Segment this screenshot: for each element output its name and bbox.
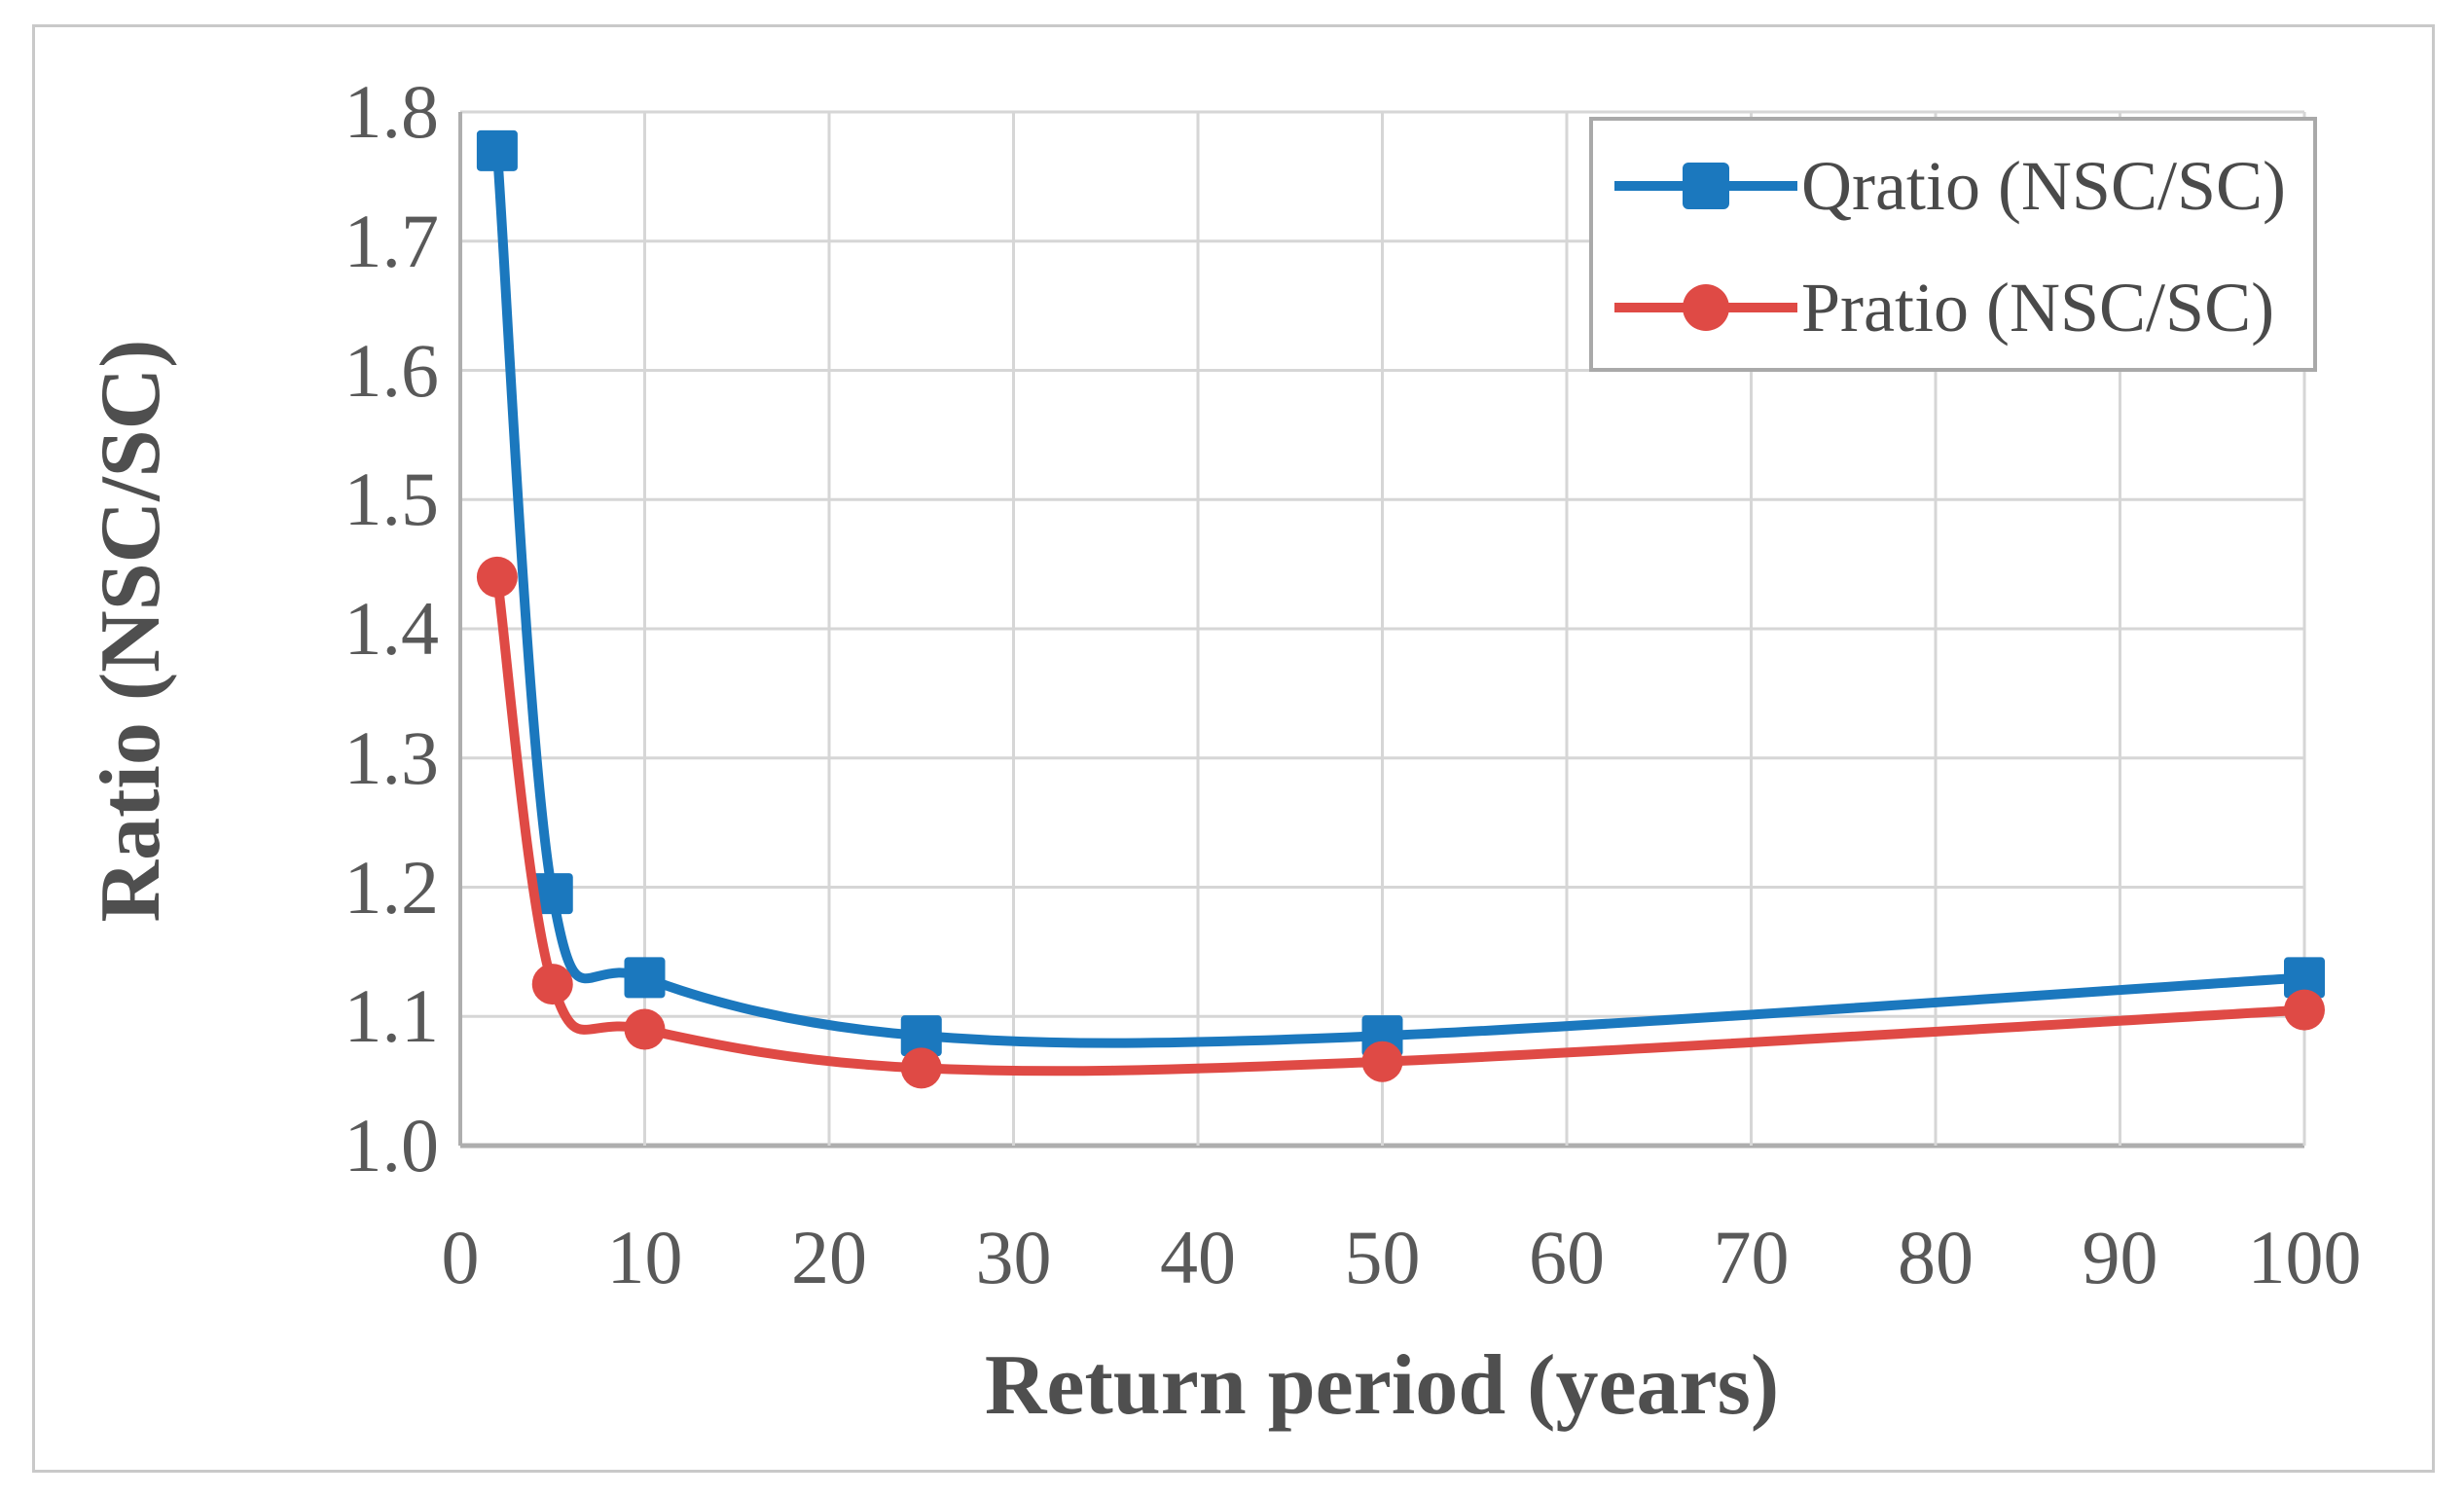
legend-line-pratio <box>1614 283 1797 331</box>
data-point-circle <box>476 556 518 598</box>
x-tick-label: 90 <box>2082 1215 2158 1299</box>
y-tick-label: 1.7 <box>344 198 440 283</box>
data-point-circle <box>2284 989 2325 1031</box>
legend-entry-qratio: Qratio (NSC/SC) <box>1614 125 2313 246</box>
y-tick-label: 1.2 <box>344 844 440 930</box>
x-tick-label: 40 <box>1160 1215 1236 1299</box>
x-tick-label: 0 <box>441 1215 480 1299</box>
y-tick-label: 1.0 <box>344 1103 440 1187</box>
x-tick-label: 70 <box>1713 1215 1790 1299</box>
data-point-square <box>2284 957 2325 999</box>
data-point-square <box>900 1015 942 1057</box>
legend-label-pratio: Pratio (NSC/SC) <box>1801 268 2275 347</box>
legend: Qratio (NSC/SC) Pratio (NSC/SC) <box>1589 117 2317 372</box>
y-tick-label: 1.3 <box>344 714 440 800</box>
x-axis-title: Return period (years) <box>984 1338 1780 1433</box>
data-point-circle <box>1361 1041 1403 1082</box>
legend-entry-pratio: Pratio (NSC/SC) <box>1614 246 2313 368</box>
legend-circle-marker-icon <box>1683 283 1729 331</box>
data-point-square <box>476 129 518 171</box>
data-point-circle <box>531 964 573 1005</box>
x-tick-label: 30 <box>975 1215 1052 1299</box>
x-tick-label: 60 <box>1529 1215 1605 1299</box>
x-tick-label: 10 <box>606 1215 683 1299</box>
y-tick-label: 1.1 <box>344 973 440 1059</box>
figure-border <box>32 24 2435 1473</box>
y-tick-label: 1.4 <box>344 586 440 671</box>
data-point-circle <box>900 1047 942 1089</box>
data-point-circle <box>624 1008 666 1050</box>
legend-square-marker-icon <box>1683 162 1729 209</box>
data-point-square <box>624 957 666 999</box>
legend-line-qratio <box>1614 162 1797 209</box>
legend-label-qratio: Qratio (NSC/SC) <box>1801 146 2287 225</box>
y-axis-title: Ratio (NSC/SC) <box>84 339 178 923</box>
series-line-qratio <box>491 145 2309 1048</box>
x-tick-label: 80 <box>1898 1215 1974 1299</box>
x-tick-label: 100 <box>2247 1215 2362 1299</box>
x-tick-label: 50 <box>1344 1215 1421 1299</box>
y-tick-label: 1.8 <box>344 69 440 154</box>
y-tick-label: 1.6 <box>344 327 440 413</box>
x-tick-label: 20 <box>791 1215 867 1299</box>
y-tick-label: 1.5 <box>344 456 440 542</box>
data-point-square <box>531 873 573 915</box>
